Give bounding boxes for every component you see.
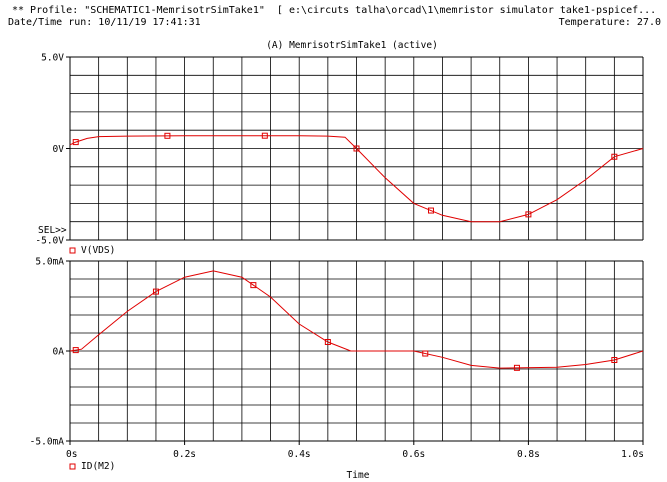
legend-top[interactable]: V(VDS)	[69, 245, 115, 256]
series-marker-id	[422, 350, 429, 357]
x-tick-label: 1.0s	[621, 449, 644, 460]
series-marker-vds	[611, 153, 618, 160]
legend-square-icon	[69, 463, 76, 470]
series-marker-vds	[261, 132, 268, 139]
series-line-id	[69, 270, 644, 369]
plot-title: (A) MemrisotrSimTake1 (active)	[266, 40, 438, 51]
x-tick-label: 0.2s	[173, 449, 196, 460]
series-marker-vds	[525, 211, 532, 218]
legend-label-id: ID(M2)	[81, 461, 115, 472]
x-tick-label: 0.4s	[288, 449, 311, 460]
y-tick-label: 5.0mA	[35, 257, 64, 268]
legend-bottom[interactable]: ID(M2)	[69, 461, 115, 472]
x-tick-label: 0s	[66, 449, 77, 460]
series-line-vds	[69, 135, 644, 223]
y-tick-label: 5.0V	[41, 53, 64, 64]
series-marker-id	[324, 339, 331, 345]
series-marker-id	[513, 364, 520, 371]
y-tick-label: -5.0mA	[30, 437, 65, 448]
temperature-header: Temperature: 27.0	[558, 17, 661, 28]
y-tick-label: 0V	[53, 144, 65, 155]
legend-square-icon	[69, 247, 76, 254]
series-marker-id	[250, 282, 257, 289]
x-tick-label: 0.6s	[402, 449, 425, 460]
y-tick-label: -5.0V	[35, 236, 64, 247]
series-marker-id	[611, 357, 618, 363]
y-tick-label: 0A	[53, 347, 65, 358]
series-marker-vds	[427, 207, 434, 214]
sel-marker[interactable]: SEL>>	[38, 225, 67, 236]
voltage-chart: 5.0V 0V -5.0V	[35, 53, 644, 247]
series-marker-vds	[353, 145, 360, 152]
series-marker-id	[152, 288, 159, 295]
profile-header: ** Profile: "SCHEMATIC1-MemrisotrSimTake…	[12, 5, 657, 16]
x-tick-label: 0.8s	[517, 449, 540, 460]
x-axis-title: Time	[347, 470, 370, 481]
series-marker-vds	[72, 139, 79, 146]
series-marker-id	[72, 347, 79, 354]
datetime-header: Date/Time run: 10/11/19 17:41:31	[8, 17, 201, 28]
series-marker-vds	[164, 132, 171, 139]
legend-label-vds: V(VDS)	[81, 245, 115, 256]
